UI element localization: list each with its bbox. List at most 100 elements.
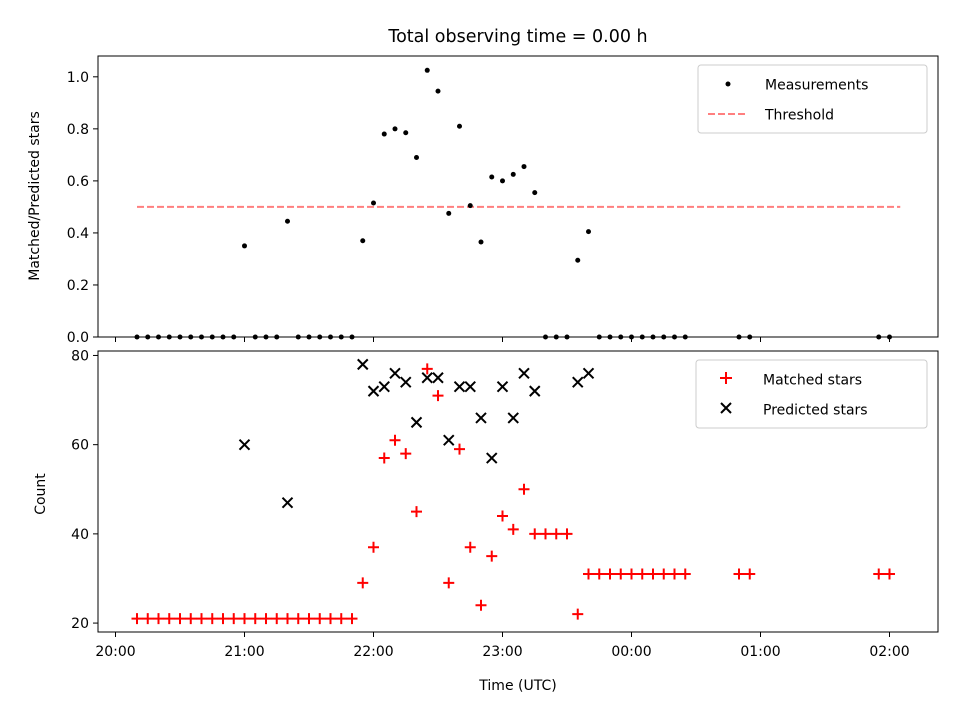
measurement-point xyxy=(446,210,452,216)
predicted-star-point xyxy=(367,385,380,397)
predicted-star-point xyxy=(432,372,444,384)
matched-star-point xyxy=(325,613,336,625)
legend-predicted-marker xyxy=(720,402,732,414)
matched-star-point xyxy=(163,613,175,625)
matched-star-point xyxy=(303,613,315,625)
bottom-x-tick-label: 01:00 xyxy=(740,644,780,660)
predicted-star-point xyxy=(496,380,509,393)
matched-star-point xyxy=(529,528,541,540)
matched-star-point xyxy=(368,541,379,553)
measurement-point xyxy=(360,238,366,244)
matched-star-point xyxy=(131,613,143,625)
matched-star-point xyxy=(196,613,207,625)
measurement-point xyxy=(457,123,462,129)
predicted-star-point xyxy=(475,412,487,424)
top-y-tick-label: 0.4 xyxy=(67,226,89,242)
predicted-star-point xyxy=(378,380,390,393)
bottom-axes: 20 40 60 80 20:00 21:00 22:00 23:00 00:00 01:00 02… xyxy=(71,348,910,660)
legend-measurements-label: Measurements xyxy=(765,78,868,94)
measurement-point xyxy=(467,203,473,209)
predicted-star-point xyxy=(389,367,401,380)
bottom-x-tick-label: 21:00 xyxy=(224,644,264,660)
measurement-point xyxy=(521,164,527,170)
matched-star-point xyxy=(647,568,659,580)
predicted-star-point xyxy=(507,412,519,424)
legend-measurements-marker xyxy=(725,81,731,87)
matched-star-point xyxy=(206,613,218,625)
measurement-point xyxy=(392,126,398,132)
bottom-y-tick-label: 80 xyxy=(71,348,89,364)
bottom-y-tick-label: 20 xyxy=(71,616,89,632)
predicted-star-point xyxy=(281,496,294,509)
bottom-x-tick-label: 00:00 xyxy=(611,644,651,660)
matched-star-point xyxy=(604,568,616,580)
matched-star-point xyxy=(475,599,487,611)
matched-star-point xyxy=(260,613,272,625)
matched-star-point xyxy=(497,510,508,522)
matched-star-point xyxy=(583,568,594,580)
measurement-point xyxy=(500,178,505,184)
matched-star-point xyxy=(217,613,229,625)
matched-star-point xyxy=(733,568,745,580)
predicted-star-point xyxy=(572,376,584,388)
predicted-star-point xyxy=(357,358,369,371)
measurement-point xyxy=(435,88,441,94)
top-plot-area xyxy=(134,67,901,340)
matched-star-point xyxy=(400,448,412,460)
top-y-tick-label: 0.8 xyxy=(67,122,89,138)
bottom-legend-box xyxy=(695,359,928,429)
matched-star-point xyxy=(314,613,326,625)
measurement-point xyxy=(575,257,581,263)
bottom-plot-area xyxy=(131,358,895,625)
matched-star-point xyxy=(454,443,465,455)
top-y-tick-label: 0.0 xyxy=(67,330,89,346)
matched-star-point xyxy=(572,608,584,620)
matched-star-point xyxy=(421,363,433,375)
measurement-point xyxy=(414,154,419,160)
matched-star-point xyxy=(561,528,573,540)
matched-star-point xyxy=(518,483,530,495)
predicted-star-point xyxy=(453,380,466,393)
matched-star-point xyxy=(744,568,756,580)
predicted-star-point xyxy=(443,434,455,446)
bottom-y-axis-label: Count xyxy=(33,473,49,515)
legend-matched-label: Matched stars xyxy=(763,373,862,389)
top-y-tick-label: 0.6 xyxy=(67,174,89,190)
matched-star-point xyxy=(626,568,637,580)
matched-star-point xyxy=(669,568,680,580)
matched-star-point xyxy=(486,550,498,562)
predicted-star-point xyxy=(582,367,595,380)
matched-star-point xyxy=(239,613,250,625)
bottom-axes-frame xyxy=(97,350,939,633)
predicted-star-point xyxy=(464,380,476,393)
matched-star-point xyxy=(679,568,691,580)
bottom-x-tick-label: 20:00 xyxy=(95,644,135,660)
bottom-y-tick-label: 40 xyxy=(71,527,89,543)
matched-star-point xyxy=(271,613,283,625)
measurement-point xyxy=(489,174,495,180)
top-y-tick-label: 0.2 xyxy=(67,278,89,294)
matched-star-point xyxy=(389,434,401,446)
matched-star-point xyxy=(464,541,476,553)
measurement-point xyxy=(285,218,290,224)
bottom-x-tick-label: 23:00 xyxy=(482,644,522,660)
matched-star-point xyxy=(443,577,455,589)
matched-star-point xyxy=(346,613,358,625)
matched-star-point xyxy=(658,568,670,580)
matched-star-point xyxy=(228,613,240,625)
matched-star-point xyxy=(593,568,605,580)
matched-star-point xyxy=(292,613,304,625)
predicted-star-point xyxy=(238,438,251,451)
matched-star-point xyxy=(335,613,347,625)
matched-star-point xyxy=(873,568,885,580)
measurement-point xyxy=(403,130,409,136)
matched-star-point xyxy=(153,613,164,625)
bottom-x-axis-label: Time (UTC) xyxy=(478,678,556,694)
measurement-point xyxy=(532,190,538,196)
matched-star-point xyxy=(540,528,551,540)
predicted-star-point xyxy=(410,416,423,429)
matched-star-point xyxy=(249,613,261,625)
measurement-point xyxy=(510,171,516,177)
predicted-star-point xyxy=(486,452,498,464)
top-y-axis-label: Matched/Predicted stars xyxy=(27,111,43,281)
